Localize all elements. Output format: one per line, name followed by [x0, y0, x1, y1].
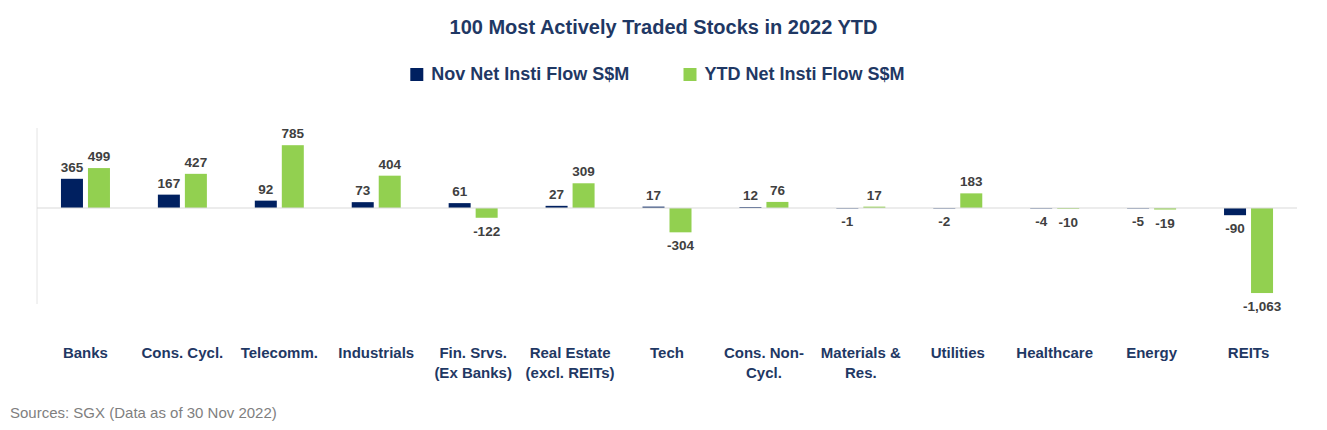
- category-label: Telecomm.: [241, 344, 318, 361]
- data-label: -1: [841, 214, 853, 229]
- bar: [1224, 208, 1246, 215]
- data-label: 427: [185, 155, 208, 170]
- bar: [352, 202, 374, 208]
- legend-swatch: [410, 68, 423, 81]
- category-label: Real Estate (excl. REITs): [526, 344, 615, 381]
- y-axis-line: [37, 128, 38, 304]
- chart: 100 Most Actively Traded Stocks in 2022 …: [0, 0, 1327, 430]
- bar: [449, 203, 471, 208]
- data-label: 61: [452, 184, 468, 199]
- bar: [158, 195, 180, 208]
- bar: [61, 179, 83, 208]
- bar: [960, 193, 982, 208]
- category-label: Fin. Srvs. (Ex Banks): [434, 344, 512, 381]
- baseline: [37, 207, 1297, 208]
- bar: [573, 183, 595, 208]
- data-label: 785: [282, 126, 305, 141]
- category-label: REITs: [1228, 344, 1269, 361]
- category-label-line: (excl. REITs): [526, 364, 615, 381]
- bar: [255, 201, 277, 208]
- data-labels: 365 167 92 73 61 27 17 12 -1 -2 -4 -5 -90 499 427 785 40…: [61, 126, 1282, 314]
- bar: [476, 208, 498, 218]
- category-label-line: Cycl.: [746, 364, 782, 381]
- data-label: -10: [1058, 215, 1078, 230]
- category-label: Banks: [63, 344, 108, 361]
- category-label-line: Cons. Cycl.: [142, 344, 224, 361]
- bar: [1251, 208, 1273, 293]
- category-label-line: Healthcare: [1016, 344, 1093, 361]
- data-label: 17: [867, 188, 882, 203]
- bar: [282, 145, 304, 208]
- bar: [379, 176, 401, 208]
- category-label: Cons. Cycl.: [142, 344, 224, 361]
- category-label: Cons. Non- Cycl.: [724, 344, 804, 381]
- category-label-line: Cons. Non-: [724, 344, 804, 361]
- data-label: 76: [770, 183, 786, 198]
- bar: [185, 174, 207, 208]
- bar: [88, 168, 110, 208]
- category-label-line: Materials &: [821, 344, 901, 361]
- bar: [670, 208, 692, 232]
- category-label: Energy: [1126, 344, 1178, 361]
- data-label: -2: [938, 214, 950, 229]
- category-label-line: Industrials: [338, 344, 414, 361]
- category-label-line: Fin. Srvs.: [439, 344, 507, 361]
- data-label: -122: [473, 224, 500, 239]
- data-label: -90: [1225, 221, 1245, 236]
- data-label: 12: [743, 188, 758, 203]
- category-label-line: Banks: [63, 344, 108, 361]
- category-label: Materials & Res.: [821, 344, 901, 381]
- legend-label: Nov Net Insti Flow S$M: [431, 64, 629, 84]
- legend-label: YTD Net Insti Flow S$M: [705, 64, 905, 84]
- category-label: Healthcare: [1016, 344, 1093, 361]
- data-label: -4: [1035, 214, 1047, 229]
- data-label: -1,063: [1243, 299, 1282, 314]
- data-label: 404: [378, 157, 401, 172]
- data-label: 27: [549, 187, 564, 202]
- title: 100 Most Actively Traded Stocks in 2022 …: [450, 16, 878, 38]
- category-label-line: Telecomm.: [241, 344, 318, 361]
- data-label: 309: [572, 164, 595, 179]
- category-label-line: Tech: [650, 344, 684, 361]
- category-label-line: Energy: [1126, 344, 1178, 361]
- bar: [766, 202, 788, 208]
- category-label-line: Res.: [845, 364, 877, 381]
- data-label: 73: [355, 183, 371, 198]
- category-label-line: Real Estate: [530, 344, 611, 361]
- category-label-line: (Ex Banks): [434, 364, 512, 381]
- category-label: Tech: [650, 344, 684, 361]
- legend: Nov Net Insti Flow S$M YTD Net Insti Flow…: [410, 64, 904, 84]
- data-label: 17: [646, 188, 661, 203]
- data-label: 499: [88, 149, 111, 164]
- category-label: Utilities: [931, 344, 985, 361]
- data-label: -19: [1155, 216, 1175, 231]
- category-label-line: REITs: [1228, 344, 1269, 361]
- data-label: -304: [667, 238, 695, 253]
- category-label-line: Utilities: [931, 344, 985, 361]
- legend-swatch: [684, 68, 697, 81]
- data-label: 183: [960, 174, 983, 189]
- bars: [61, 145, 1273, 293]
- data-label: -5: [1132, 214, 1144, 229]
- data-label: 365: [61, 160, 84, 175]
- source: Sources: SGX (Data as of 30 Nov 2022): [10, 404, 277, 421]
- data-label: 167: [158, 176, 181, 191]
- data-label: 92: [258, 182, 273, 197]
- category-label: Industrials: [338, 344, 414, 361]
